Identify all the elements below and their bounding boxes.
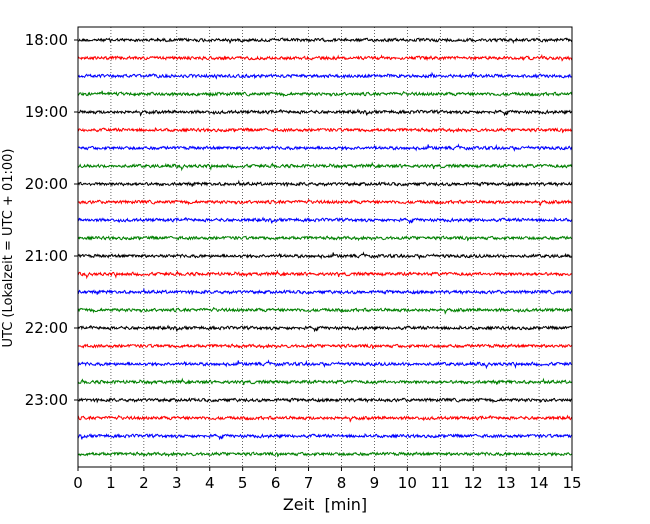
y-tick-label: 19:00 <box>25 103 68 121</box>
trace-2030 <box>77 216 573 225</box>
trace-2115 <box>77 269 573 280</box>
trace-1800 <box>77 37 573 45</box>
trace-1815 <box>77 53 573 62</box>
y-axis-label: UTC (Lokalzeit = UTC + 01:00) <box>1 149 16 348</box>
x-tick-label: 11 <box>431 474 450 492</box>
trace-2015 <box>77 199 573 207</box>
y-tick-label: 18:00 <box>25 31 68 49</box>
vertical-grid <box>110 27 540 467</box>
trace-2145 <box>77 307 573 315</box>
x-tick-label: 10 <box>398 474 417 492</box>
trace-1845 <box>77 90 573 98</box>
x-tick-label: 7 <box>304 474 314 492</box>
trace-2045 <box>77 235 573 242</box>
trace-2100 <box>77 251 573 260</box>
y-tick-label: 22:00 <box>25 319 68 337</box>
trace-2215 <box>77 343 573 350</box>
x-axis-ticks: 0 1 2 3 4 5 6 7 8 9 10 11 12 13 14 15 <box>73 467 582 492</box>
y-axis-ticks: 18:00 19:00 20:00 21:00 22:00 23:00 <box>25 31 78 409</box>
y-tick-label: 20:00 <box>25 175 68 193</box>
trace-2200 <box>77 324 573 333</box>
y-tick-label: 21:00 <box>25 247 68 265</box>
x-tick-label: 9 <box>370 474 380 492</box>
x-tick-label: 5 <box>238 474 248 492</box>
plot-frame <box>77 26 573 468</box>
trace-2315 <box>77 414 573 423</box>
trace-2330 <box>77 432 573 441</box>
x-tick-label: 13 <box>497 474 516 492</box>
x-tick-label: 14 <box>530 474 549 492</box>
x-tick-label: 8 <box>337 474 347 492</box>
x-tick-label: 12 <box>464 474 483 492</box>
y-tick-label: 23:00 <box>25 391 68 409</box>
trace-2130 <box>77 287 573 296</box>
trace-2300 <box>77 397 573 404</box>
x-tick-label: 0 <box>73 474 83 492</box>
x-axis-label: Zeit [min] <box>283 495 367 514</box>
x-tick-label: 15 <box>562 474 581 492</box>
trace-1915 <box>77 126 573 134</box>
trace-1830 <box>77 71 573 80</box>
x-tick-label: 2 <box>139 474 149 492</box>
x-tick-label: 3 <box>172 474 182 492</box>
trace-2345 <box>77 451 573 458</box>
trace-2230 <box>77 359 573 370</box>
trace-layer <box>77 37 573 458</box>
trace-2245 <box>77 377 573 386</box>
x-tick-label: 1 <box>106 474 116 492</box>
x-tick-label: 4 <box>205 474 215 492</box>
trace-1900 <box>77 108 573 117</box>
x-tick-label: 6 <box>271 474 281 492</box>
trace-1945 <box>77 161 573 172</box>
trace-1930 <box>77 143 573 152</box>
trace-2000 <box>77 179 573 188</box>
